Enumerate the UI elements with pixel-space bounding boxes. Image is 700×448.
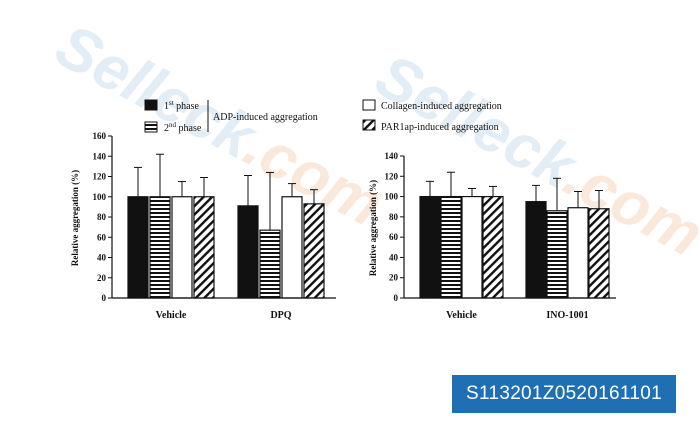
chart-right-bar-collagen-0	[461, 195, 483, 299]
chart-right-y-tick-label-1: 20	[389, 273, 399, 283]
chart-right-bars	[419, 171, 610, 299]
legend-label-par1ap: PAR1ap-induced aggregation	[381, 122, 499, 133]
chart-right-y-tick-label-3: 60	[389, 232, 399, 242]
chart-left-y-axis-label: Relative aggregation (%)	[70, 170, 80, 266]
chart-left-bar-1st-phase-0	[127, 196, 149, 299]
legend-label-collagen: Collagen-induced aggregation	[381, 101, 502, 112]
chart-right-bar-par1ap-1	[588, 208, 610, 299]
code-label: S113201Z0520161101	[452, 375, 676, 413]
chart-right-category-1: INO-1001	[546, 310, 588, 321]
legend: 1st phase 2nd phase ADP-induced aggregat…	[144, 99, 502, 134]
chart-left-y-tick-label-0: 0	[102, 293, 107, 303]
chart-right-bar-1st-phase-0	[419, 195, 441, 299]
chart-right: Relative aggregation (%) 0 20 40 60 80 100 120…	[368, 151, 616, 321]
chart-right-y-tick-label-4: 80	[389, 212, 399, 222]
chart-right-categories: Vehicle INO-1001	[446, 310, 588, 321]
chart-left-bar-1st-phase-1	[237, 205, 259, 299]
chart-left-bars	[127, 153, 325, 299]
chart-right-y-tick-label-6: 120	[385, 171, 399, 181]
legend-group-label: ADP-induced aggregation	[213, 112, 318, 123]
chart-left-bar-2nd-phase-1	[259, 229, 281, 299]
legend-label-2nd-phase: 2nd phase	[164, 121, 202, 134]
legend-swatch-2nd-phase	[144, 121, 158, 133]
chart-right-bar-collagen-1	[567, 207, 589, 299]
chart-left-y-tick-label-5: 100	[93, 192, 107, 202]
chart-left-y-tick-label-7: 140	[93, 151, 107, 161]
chart-left-y-tick-label-3: 60	[97, 232, 107, 242]
chart-left-y-tick-label-2: 40	[97, 253, 107, 263]
chart-right-y-tick-label-0: 0	[394, 293, 399, 303]
chart-left-y-tick-label-1: 20	[97, 273, 107, 283]
chart-right-y-tick-label-2: 40	[389, 252, 399, 262]
chart-right-bar-par1ap-0	[482, 195, 504, 299]
chart-left: Relative aggregation (%) 0 20 40 60 80 100 120…	[70, 131, 336, 321]
chart-right-y-tick-label-7: 140	[385, 151, 399, 161]
chart-right-y-axis-label: Relative aggregation (%)	[368, 180, 378, 276]
chart-left-y-tick-label-6: 120	[93, 172, 107, 182]
chart-left-bar-collagen-1	[281, 196, 303, 299]
chart-left-y-ticks: 0 20 40 60 80 100 120 140 160	[93, 131, 112, 303]
chart-left-y-tick-label-4: 80	[97, 212, 107, 222]
chart-right-bar-1st-phase-1	[525, 201, 547, 299]
chart-right-y-ticks: 0 20 40 60 80 100 120 140	[385, 151, 404, 303]
chart-left-bar-par1ap-1	[303, 203, 325, 299]
legend-swatch-collagen	[362, 99, 376, 111]
legend-swatch-par1ap	[362, 119, 376, 131]
chart-left-category-1: DPQ	[270, 310, 291, 321]
chart-left-bar-par1ap-0	[193, 196, 215, 299]
chart-right-bar-2nd-phase-0	[440, 195, 462, 299]
chart-right-category-0: Vehicle	[446, 310, 477, 321]
chart-left-y-tick-label-8: 160	[93, 131, 107, 141]
chart-right-bar-2nd-phase-1	[546, 210, 568, 299]
chart-right-y-tick-label-5: 100	[385, 192, 399, 202]
chart-left-bar-collagen-0	[171, 196, 193, 299]
legend-label-1st-phase: 1st phase	[164, 99, 200, 112]
chart-left-category-0: Vehicle	[156, 310, 187, 321]
chart-left-categories: Vehicle DPQ	[156, 310, 292, 321]
legend-swatch-1st-phase	[144, 99, 158, 111]
chart-left-bar-2nd-phase-0	[149, 196, 171, 299]
